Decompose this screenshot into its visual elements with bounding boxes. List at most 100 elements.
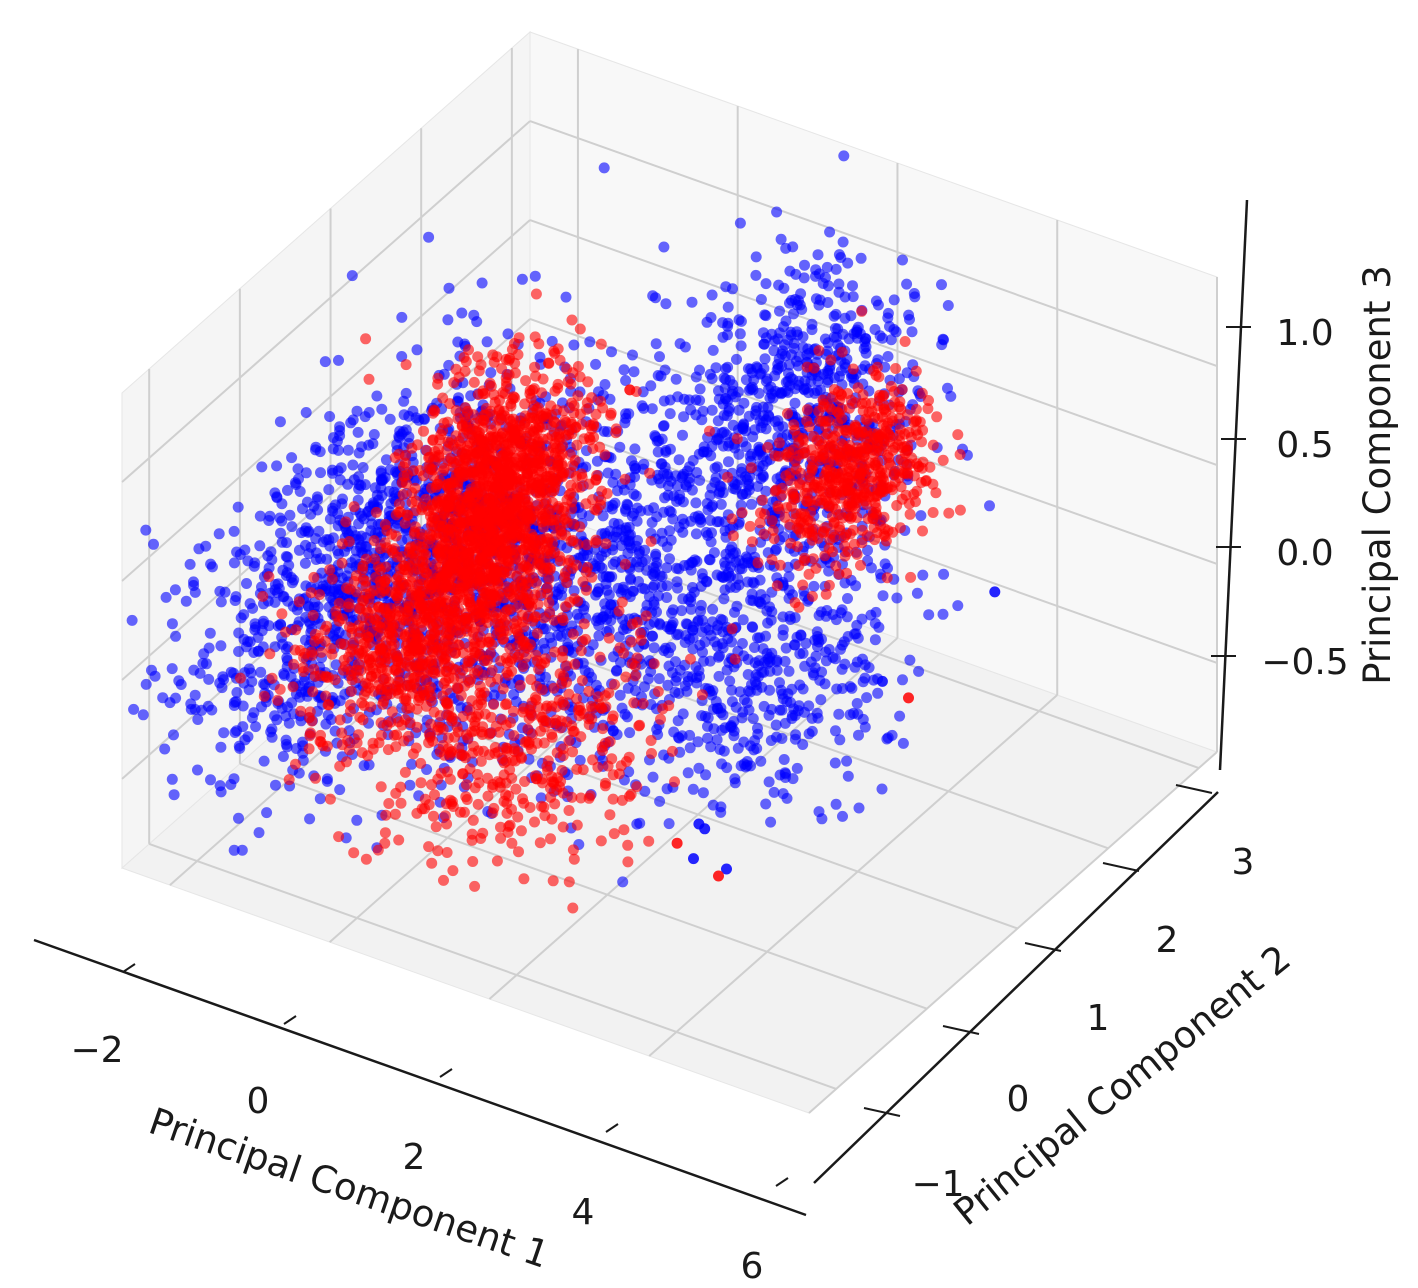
red-point [505,430,517,442]
blue-point [598,162,610,174]
blue-point [706,289,718,301]
blue-point [322,709,334,721]
blue-point [159,743,171,755]
red-point [590,408,602,420]
blue-point [844,681,856,693]
blue-point [861,692,873,704]
blue-point [830,798,842,810]
red-point [477,385,489,397]
blue-point [879,558,891,570]
z-grid-left [121,120,531,483]
blue-point [677,429,688,441]
blue-point [805,376,817,387]
blue-point [313,525,325,537]
blue-point [625,574,637,586]
blue-point [225,779,237,790]
blue-point [242,636,254,648]
blue-point [936,279,947,291]
blue-point [471,316,483,328]
blue-point [206,561,218,573]
red-point [289,644,301,656]
blue-point [629,685,641,697]
blue-point [686,296,698,308]
red-point [586,571,598,583]
blue-point [661,562,673,574]
red-point [460,356,472,367]
blue-point [763,776,775,788]
red-point [521,552,533,564]
blue-point [327,630,339,642]
blue-point [371,390,383,402]
red-point [367,737,379,749]
blue-point [740,488,752,500]
red-point [400,359,412,371]
blue-point [783,584,795,596]
blue-point [705,741,717,753]
blue-point [784,297,795,309]
blue-point [215,786,227,798]
blue-point [774,769,786,781]
blue-point [233,812,244,824]
blue-point [623,408,635,420]
blue-point [277,751,289,762]
blue-point [236,844,248,856]
blue-point [753,387,765,399]
blue-point [126,614,138,626]
blue-point [455,702,467,714]
blue-point [607,725,619,737]
blue-point [228,557,240,569]
blue-point [314,793,326,805]
red-point [290,624,302,636]
red-point [574,323,586,335]
red-point [560,567,571,579]
blue-point [952,600,964,612]
blue-point [822,337,834,349]
blue-point [857,676,869,688]
red-point [453,371,465,383]
red-point [266,672,278,684]
blue-point [901,278,913,290]
red-point [548,519,560,531]
blue-point [342,444,354,456]
red-point [463,492,474,504]
blue-point [713,488,725,500]
blue-point [723,566,734,578]
red-point [538,612,550,624]
blue-point [368,429,380,440]
blue-point [636,556,648,568]
red-point [505,415,517,427]
red-point [274,683,286,695]
blue-point [715,801,727,813]
blue-point [197,657,209,669]
blue-point [334,474,346,486]
blue-point [599,379,611,390]
blue-point [750,251,762,263]
red-point [324,564,336,576]
blue-point [736,463,748,475]
red-point [445,453,457,465]
blue-point [746,498,757,510]
blue-point [284,509,296,521]
red-point [600,538,612,550]
blue-point [702,732,714,744]
blue-point [707,603,719,615]
blue-point [839,658,851,670]
blue-point [361,541,372,553]
blue-point [791,631,803,643]
blue-point [148,538,159,550]
blue-point [407,456,419,468]
red-point [459,469,471,481]
blue-point [679,341,691,353]
blue-point [842,257,854,269]
blue-point [778,754,790,765]
blue-point [678,518,690,530]
blue-point [791,326,803,338]
blue-point [250,721,262,733]
red-point [442,500,454,512]
red-point [481,504,492,516]
blue-point [709,462,721,474]
blue-point [660,298,672,310]
blue-point [682,767,694,779]
blue-point [246,676,258,688]
blue-point [734,328,746,340]
